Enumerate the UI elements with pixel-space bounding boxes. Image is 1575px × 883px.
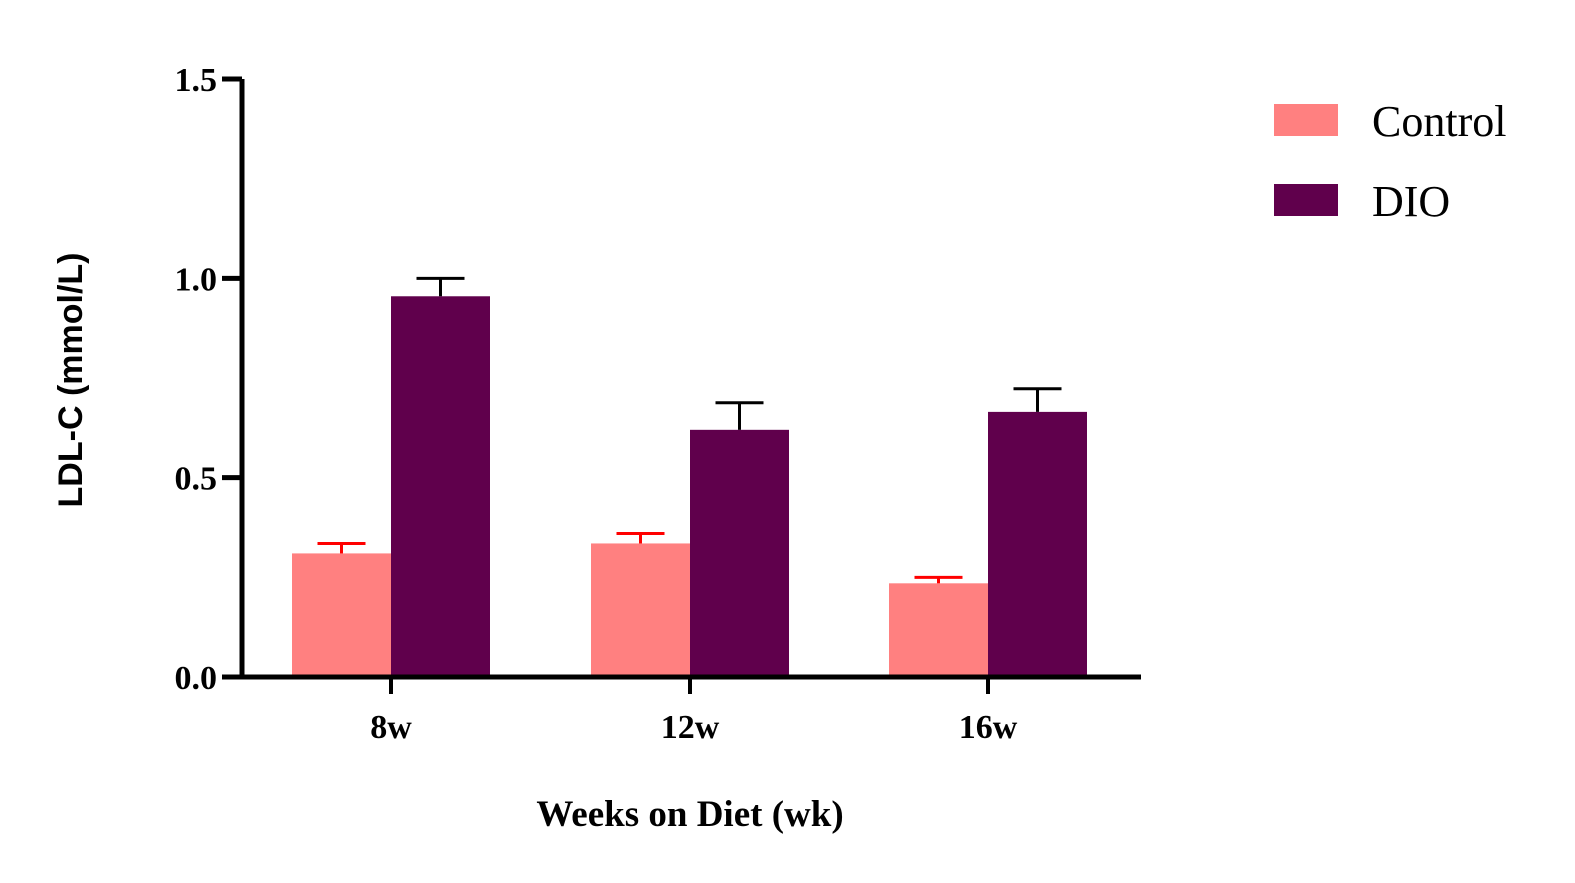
legend: Control DIO [1274,97,1506,226]
error-bar-dio-12w [715,401,764,430]
y-tick-label: 1.0 [175,261,218,298]
bar-control-16w [889,583,988,677]
bar-dio-16w [988,411,1087,677]
x-tick-label-16w: 16w [959,709,1018,746]
legend-label-dio: DIO [1372,177,1450,226]
bar-dio-8w [391,296,490,677]
y-axis-title: LDL-C (mmol/L) [52,253,90,508]
error-bar-control-8w [317,541,366,554]
legend-swatch-control [1274,104,1338,136]
y-axis-ticks: 0.0 0.5 1.0 1.5 [175,62,242,697]
x-tick-label-8w: 8w [370,709,412,746]
bars [292,296,1087,677]
x-axis-ticks: 8w 12w 16w [370,677,1018,746]
y-tick-label: 0.5 [175,461,218,498]
bar-dio-12w [690,429,789,677]
bar-control-8w [292,553,391,677]
x-tick-label-12w: 12w [661,709,720,746]
x-axis-title: Weeks on Diet (wk) [536,794,843,835]
legend-swatch-dio [1274,184,1338,216]
error-bar-dio-8w [416,276,465,297]
y-tick-label: 1.5 [175,62,218,99]
error-bar-control-16w [914,575,963,584]
bar-control-12w [591,543,690,677]
y-tick-label: 0.0 [175,660,218,697]
error-bars [317,276,1062,584]
error-bar-control-12w [616,531,665,544]
legend-label-control: Control [1372,97,1506,146]
error-bar-dio-16w [1013,387,1062,412]
